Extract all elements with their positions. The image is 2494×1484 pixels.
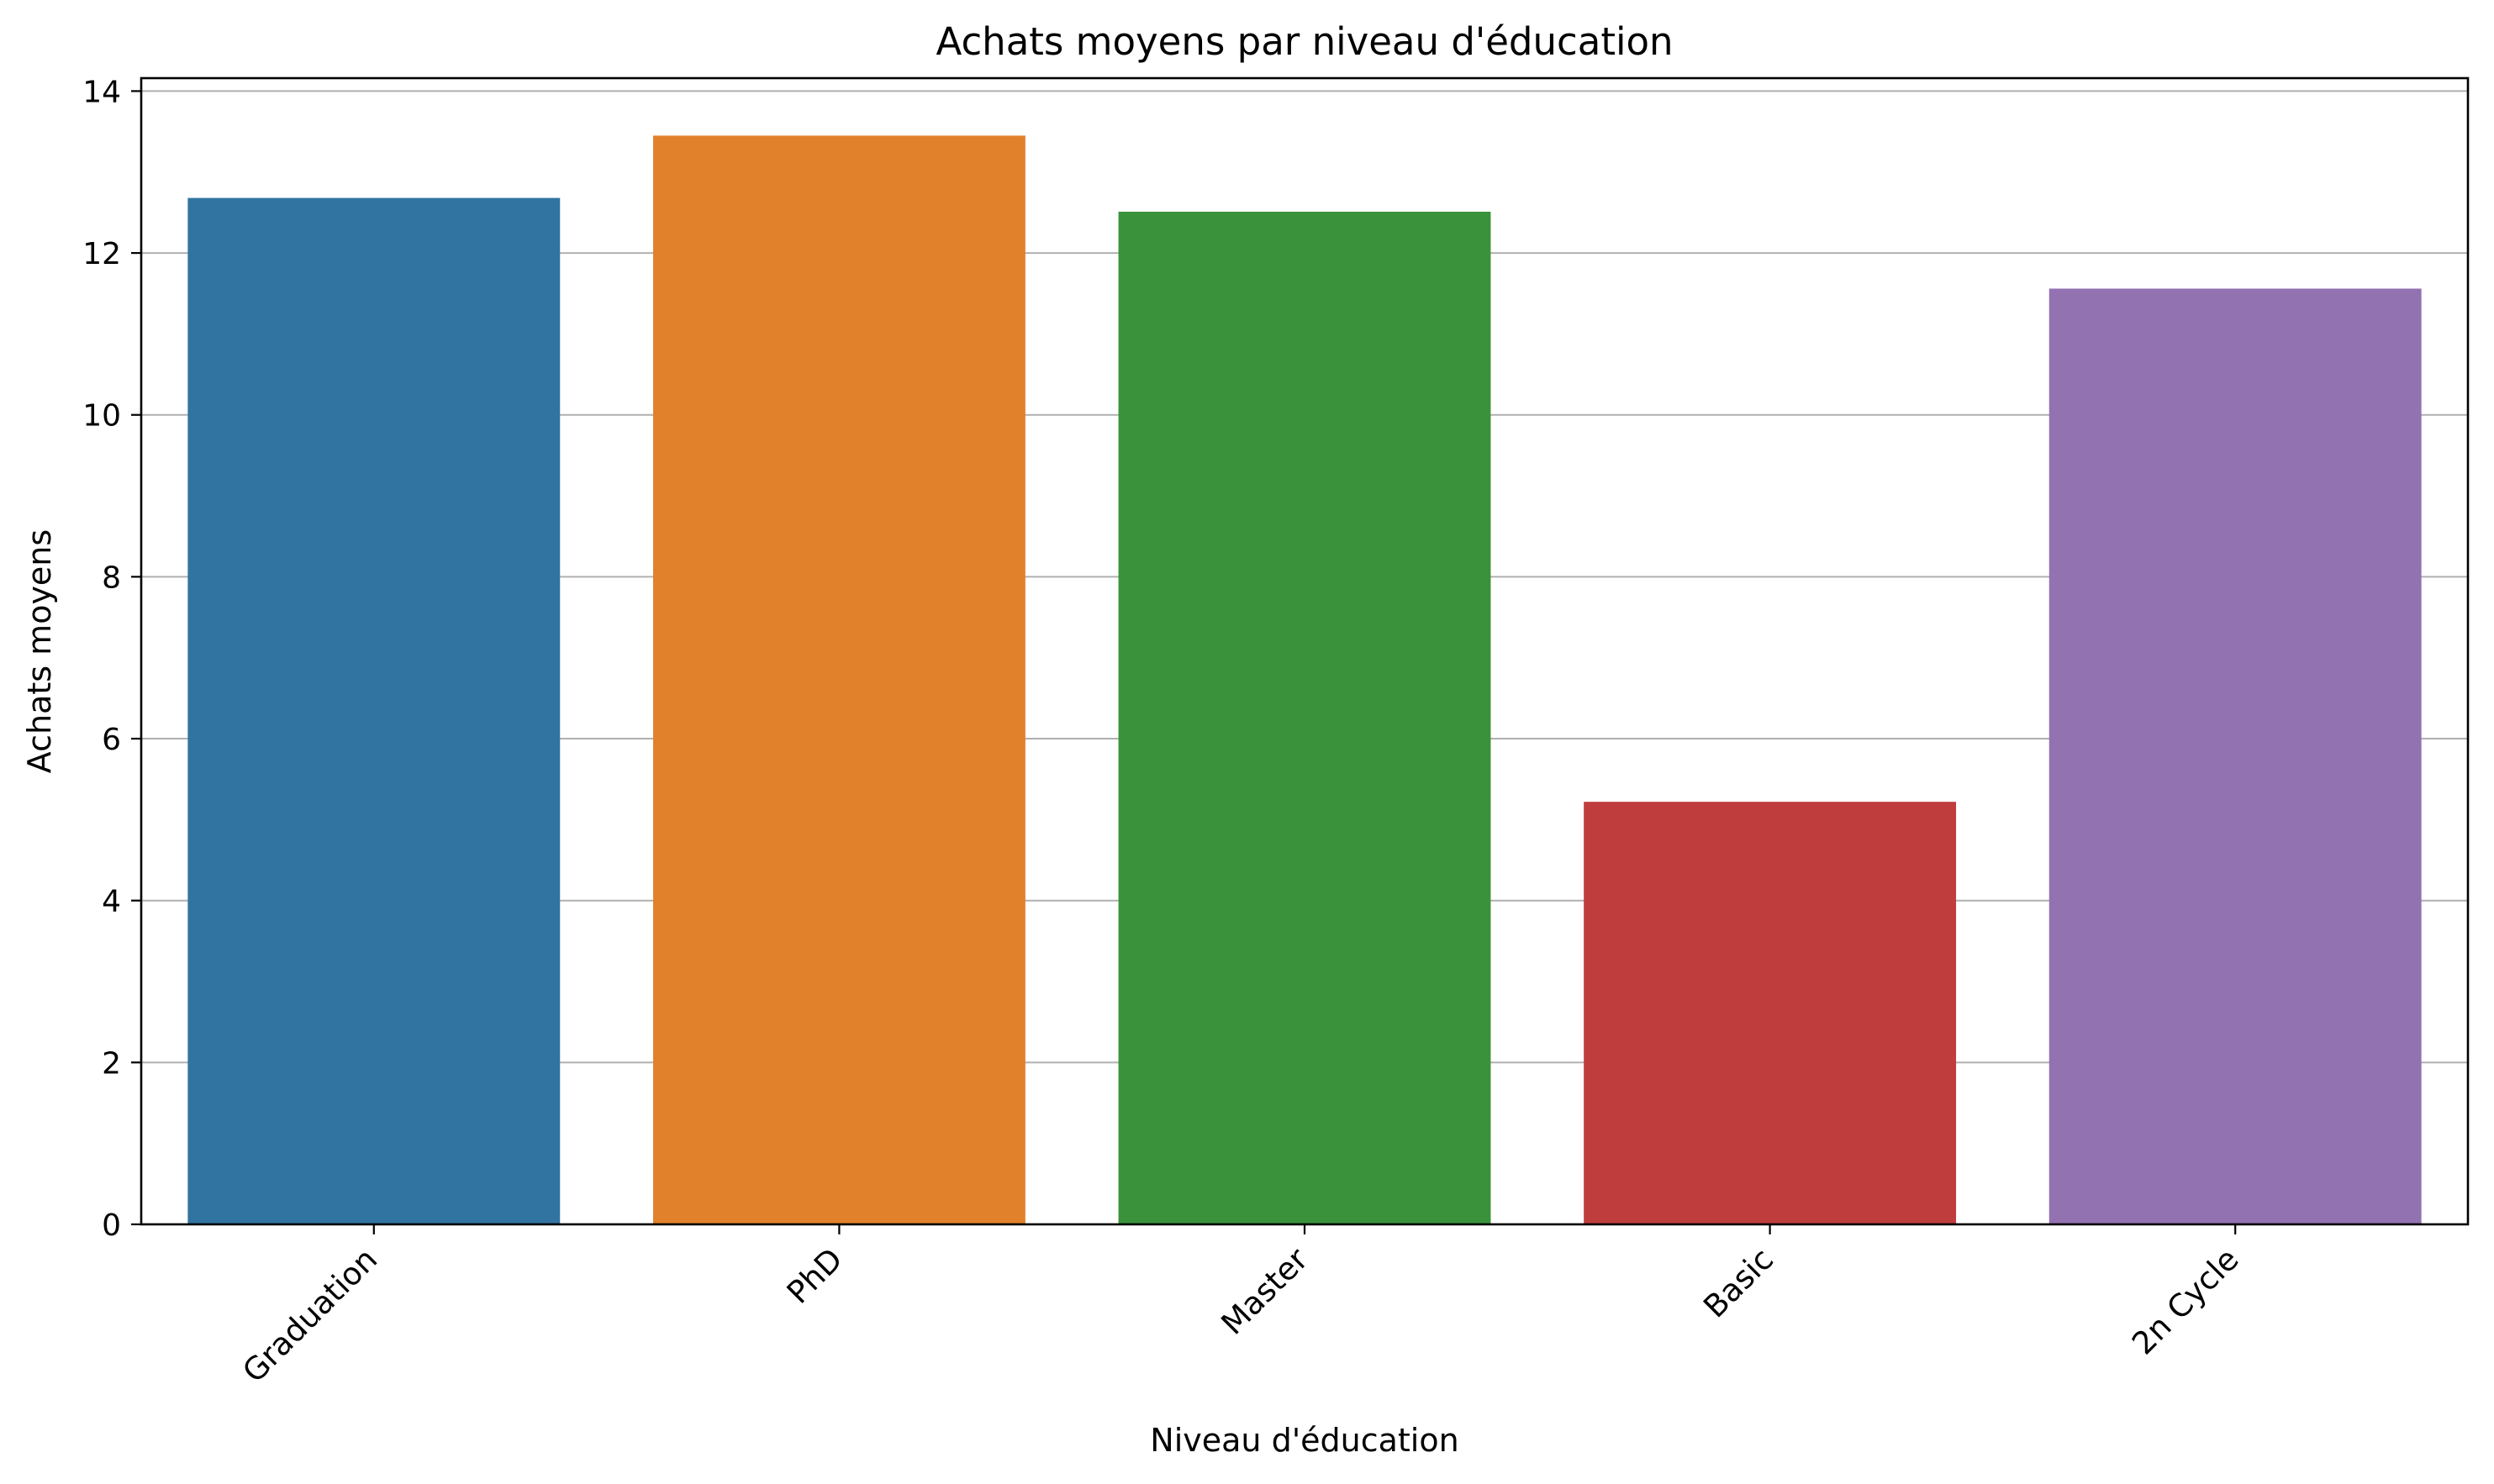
- y-tick-label: 4: [102, 885, 121, 919]
- y-tick-label: 14: [82, 75, 121, 109]
- x-axis-label: Niveau d'éducation: [1150, 1422, 1458, 1459]
- y-tick-label: 0: [102, 1208, 121, 1243]
- bar: [2048, 288, 2422, 1225]
- y-tick-label: 12: [82, 237, 121, 271]
- y-axis-ticks: 0 2 4 6 8 10 12 14: [82, 75, 141, 1243]
- bars: [187, 135, 2422, 1225]
- y-axis-label: Achats moyens: [21, 529, 58, 773]
- bar: [652, 135, 1026, 1224]
- bar: [187, 197, 561, 1225]
- bar: [1584, 802, 1957, 1224]
- chart-title: Achats moyens par niveau d'éducation: [936, 19, 1673, 64]
- y-tick-label: 2: [102, 1046, 121, 1081]
- bar: [1118, 211, 1491, 1224]
- y-tick-label: 10: [82, 399, 121, 434]
- y-tick-label: 8: [102, 560, 121, 595]
- y-tick-label: 6: [102, 723, 121, 757]
